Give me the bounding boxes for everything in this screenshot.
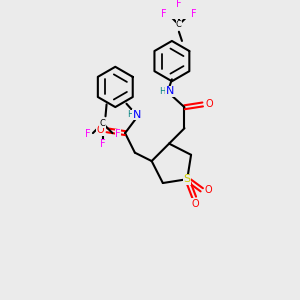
Text: S: S (184, 174, 191, 184)
Text: N: N (133, 110, 141, 120)
Text: C: C (100, 119, 106, 128)
Text: O: O (192, 199, 200, 208)
Text: H: H (160, 87, 166, 96)
Text: O: O (204, 185, 212, 195)
Text: F: F (176, 0, 182, 9)
Text: F: F (115, 130, 121, 140)
Text: C: C (176, 20, 182, 29)
Text: F: F (100, 139, 106, 149)
Text: F: F (85, 130, 90, 140)
Text: O: O (97, 125, 105, 135)
Text: O: O (205, 100, 213, 110)
Text: F: F (161, 8, 166, 19)
Text: H: H (128, 110, 134, 119)
Text: F: F (191, 8, 197, 19)
Text: N: N (166, 86, 174, 96)
